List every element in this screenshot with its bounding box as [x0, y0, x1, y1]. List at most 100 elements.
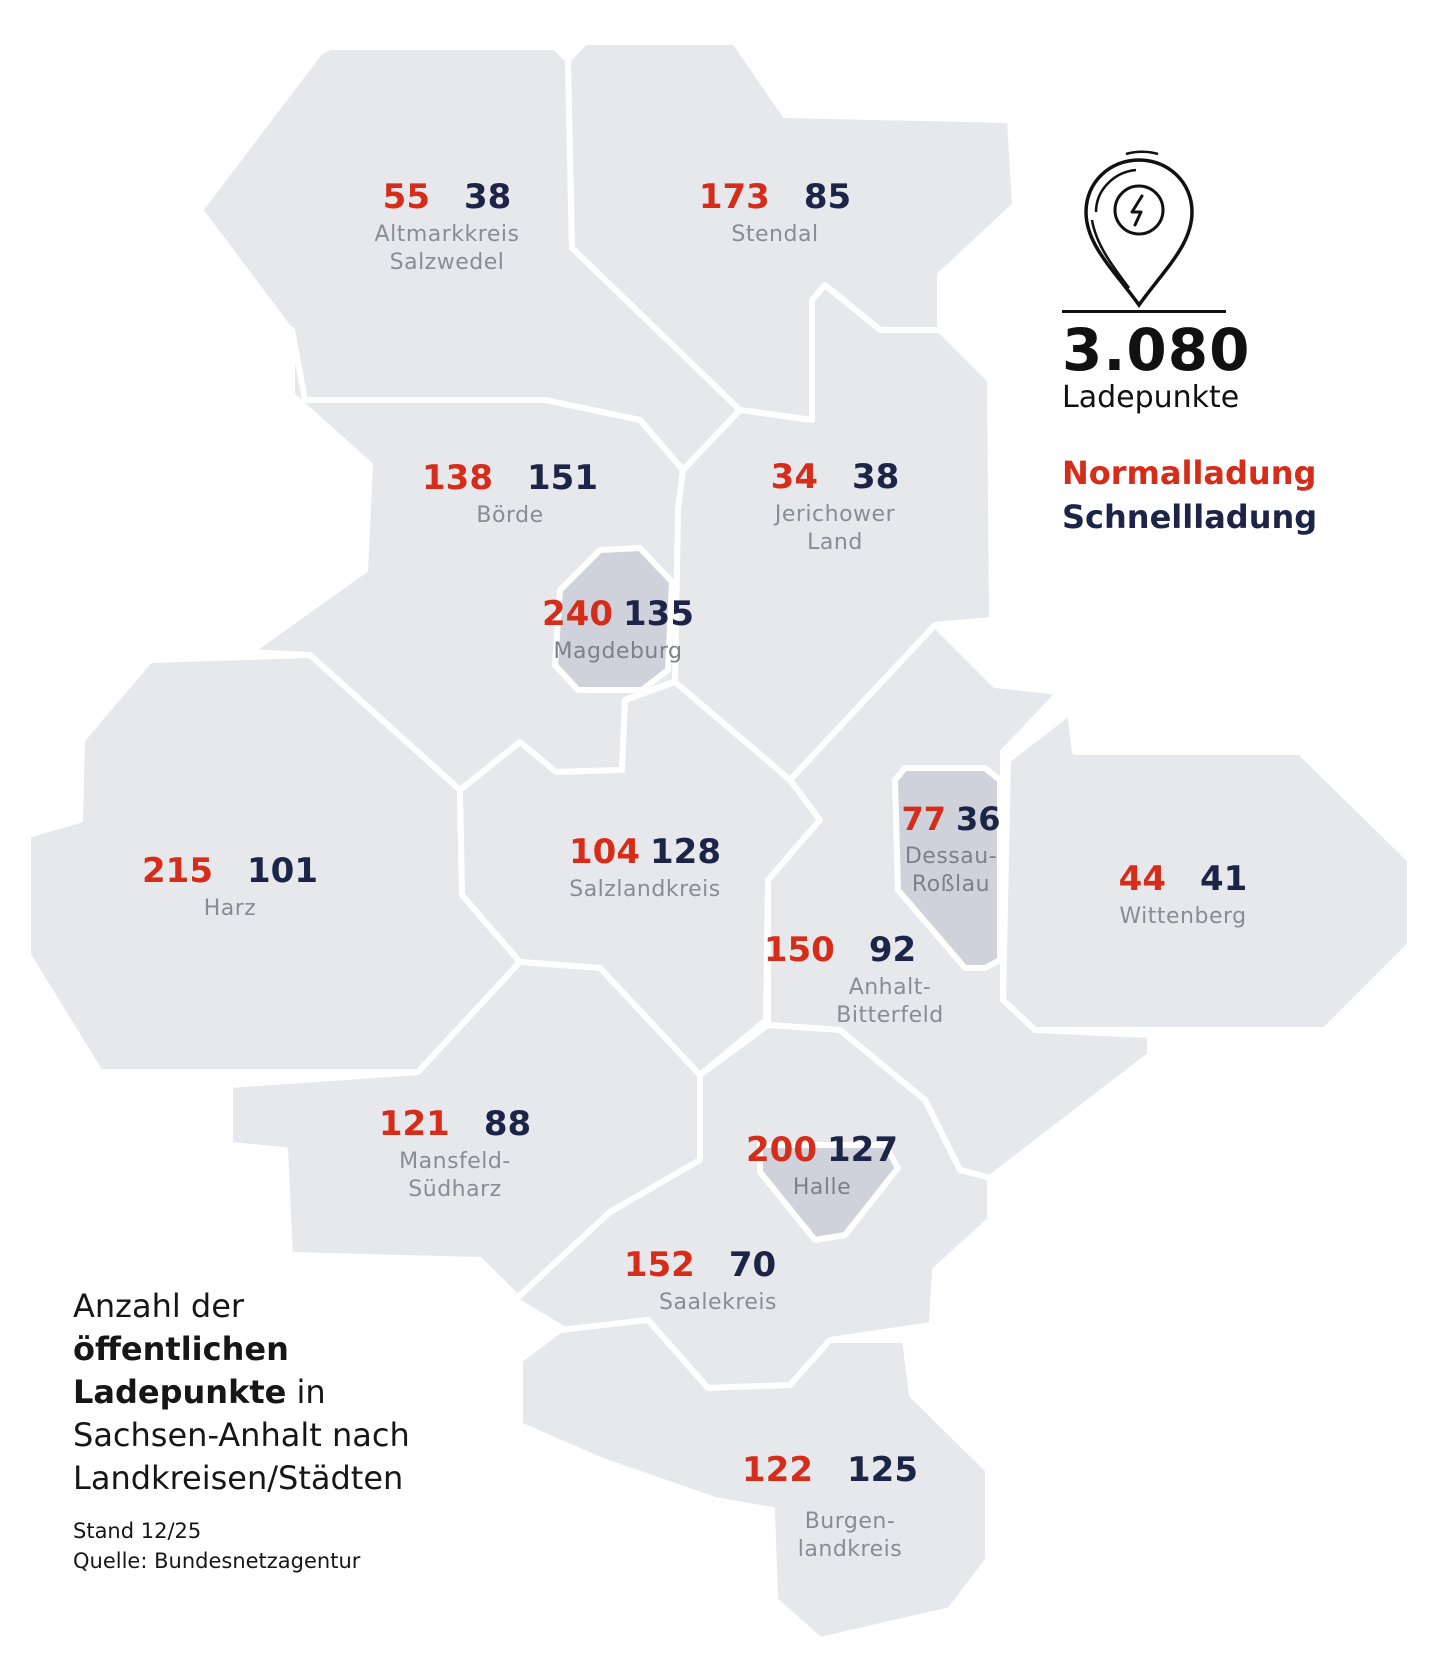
region-name: Anhalt- Bitterfeld [836, 974, 943, 1030]
stand-text: Stand 12/25 [73, 1519, 202, 1543]
description-line1: Anzahl der [73, 1287, 245, 1325]
region-label-burgenlandkreis: 122 125 Burgen-landkreis [742, 1450, 918, 1564]
region-label-mansfeld-suedharz: 121 88 Mansfeld- Südharz [379, 1104, 531, 1204]
region-name: Stendal [699, 221, 851, 249]
normal-count: 104 [569, 832, 640, 872]
region-name: Mansfeld- Südharz [379, 1148, 531, 1204]
region-name: Magdeburg [542, 638, 694, 666]
normal-count: 55 [382, 177, 430, 217]
region-name-line1: Saalekreis [659, 1290, 777, 1315]
region-name: Harz [142, 895, 318, 923]
total-divider [1062, 310, 1226, 313]
description-line2: öffentlichen [73, 1330, 289, 1368]
normal-count: 200 [746, 1130, 817, 1170]
region-name-line1: Stendal [731, 222, 819, 247]
region-label-anhalt-bitterfeld: 150 92 Anhalt- Bitterfeld [736, 930, 943, 1030]
region-label-altmarkkreis-salzwedel: 55 38 Altmarkkreis Salzwedel [375, 177, 520, 277]
city-shape-halle [757, 1142, 901, 1243]
region-name: Jerichower Land [771, 501, 900, 557]
region-name: Saalekreis [659, 1289, 777, 1317]
source-text: Quelle: Bundesnetzagentur [73, 1549, 361, 1573]
normal-count: 173 [698, 177, 770, 217]
region-name-line1: Altmarkkreis [374, 222, 520, 247]
description-block: Anzahl der öffentlichen Ladepunkte in Sa… [73, 1285, 493, 1576]
description-line5: Landkreisen/Städten [73, 1459, 404, 1497]
fast-count: 92 [868, 930, 917, 970]
region-name: Börde [422, 502, 598, 530]
region-name-line2: Südharz [408, 1177, 502, 1202]
region-name-line1: Harz [203, 896, 257, 921]
city-shape-magdeburg [552, 545, 675, 693]
region-label-salzlandkreis: 104 128 Salzlandkreis [569, 832, 721, 904]
normal-count: 240 [542, 594, 613, 634]
fast-count: 88 [483, 1104, 532, 1144]
region-name-line1: Mansfeld- [399, 1149, 511, 1174]
region-name-line1: Börde [476, 503, 544, 528]
region-name: Dessau- Roßlau [901, 843, 1000, 899]
fast-count: 151 [527, 458, 598, 498]
region-label-wittenberg: 44 41 Wittenberg [1119, 859, 1248, 931]
normal-count: 150 [763, 930, 835, 970]
normal-count: 77 [901, 800, 946, 838]
description-line3-bold: Ladepunkte [73, 1373, 287, 1411]
description-line4: Sachsen-Anhalt nach [73, 1416, 410, 1454]
fast-count: 128 [650, 832, 721, 872]
fast-count: 38 [464, 177, 512, 217]
region-name-line1: Jerichower [774, 502, 896, 527]
region-name: Burgen-landkreis [782, 1508, 918, 1564]
fast-count: 85 [803, 177, 852, 217]
region-label-saalekreis: 152 70 Saalekreis [623, 1245, 777, 1317]
region-name: Salzlandkreis [569, 876, 721, 904]
region-label-boerde: 138 151 Börde [422, 458, 598, 530]
fast-count: 127 [827, 1130, 898, 1170]
legend-fast: Schnellladung [1062, 498, 1318, 536]
fast-count: 70 [728, 1245, 777, 1285]
fast-count: 41 [1200, 859, 1248, 899]
fast-count: 38 [852, 457, 900, 497]
region-name-line1: Wittenberg [1119, 904, 1247, 929]
region-name-line1: Dessau- [904, 844, 998, 869]
description-meta: Stand 12/25 Quelle: Bundesnetzagentur [73, 1516, 493, 1576]
region-label-dessau-rosslau: 77 36 Dessau- Roßlau [901, 799, 1000, 899]
region-name-line2: landkreis [797, 1537, 903, 1562]
normal-count: 34 [770, 457, 818, 497]
region-name-line2: Salzwedel [389, 250, 505, 275]
normal-count: 121 [378, 1104, 450, 1144]
fast-count: 135 [623, 594, 694, 634]
region-name-line1: Halle [792, 1175, 852, 1200]
region-name-line2: Bitterfeld [836, 1003, 944, 1028]
region-name-line1: Anhalt- [848, 975, 932, 1000]
normal-count: 152 [623, 1245, 695, 1285]
normal-count: 44 [1118, 859, 1166, 899]
region-name-line1: Magdeburg [553, 639, 683, 664]
region-label-jerichower-land: 34 38 Jerichower Land [771, 457, 900, 557]
normal-count: 215 [142, 851, 213, 891]
fast-count: 125 [847, 1450, 918, 1490]
city-shape-dessau-rosslau [892, 765, 1003, 971]
region-shape-harz [25, 652, 523, 1075]
description-title: Anzahl der öffentlichen Ladepunkte in Sa… [73, 1285, 493, 1500]
region-name-line1: Burgen- [804, 1509, 896, 1534]
legend-normal: Normalladung [1062, 454, 1317, 492]
total-label: Ladepunkte [1062, 380, 1240, 415]
region-name: Wittenberg [1119, 903, 1248, 931]
region-label-halle: 200 127 Halle [746, 1130, 898, 1202]
legend-panel: 3.080 Ladepunkte Normalladung Schnelllad… [1062, 150, 1362, 539]
region-name: Halle [746, 1174, 898, 1202]
fast-count: 101 [247, 851, 318, 891]
region-name-line2: Land [807, 530, 863, 555]
description-line3-rest: in [286, 1373, 326, 1411]
region-shape-saalekreis [512, 1022, 993, 1391]
total-value: 3.080 [1062, 316, 1251, 384]
normal-count: 122 [742, 1450, 813, 1490]
region-label-harz: 215 101 Harz [142, 851, 318, 923]
fast-count: 36 [956, 800, 1001, 838]
region-name-line2: Roßlau [911, 872, 991, 897]
region-shape-burgenlandkreis [517, 1317, 991, 1643]
region-name: Altmarkkreis Salzwedel [375, 221, 520, 277]
region-label-magdeburg: 240 135 Magdeburg [542, 594, 694, 666]
charging-pin-icon [1084, 150, 1194, 309]
region-name-line1: Salzlandkreis [569, 877, 721, 902]
